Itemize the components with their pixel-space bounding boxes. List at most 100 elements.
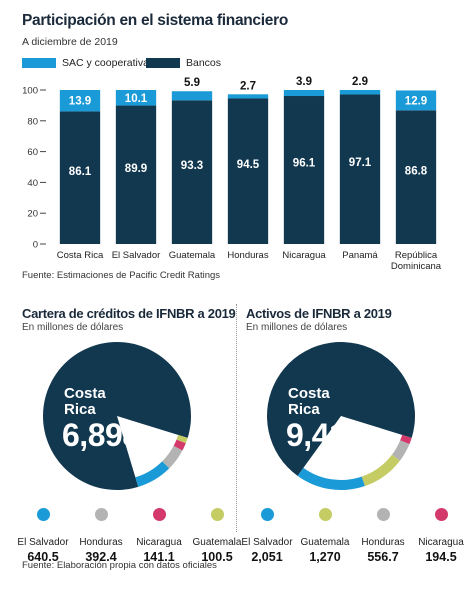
pie-legend-value-guatemala: 100.5 [201,550,233,564]
pie-legend-label-el-salvador: El Salvador [241,537,293,548]
bar-label-bancos-republica-dominicana: 86.8 [405,165,428,177]
pie-legend-value-el-salvador: 640.5 [27,550,59,564]
pie-main-name-line-1: Costa [64,385,106,402]
pie-legend-dot-el-salvador [36,508,50,521]
bar-bancos-panama [339,94,381,244]
pie-legend-label-nicaragua: Nicaragua [136,537,182,548]
bar-label-bancos-costa-rica: 86.1 [69,166,92,178]
y-tick-label-20: 20 [27,209,38,220]
bar-bancos-republica-dominicana [395,110,437,244]
pie-legend-label-honduras: Honduras [79,537,123,548]
pie-slice-honduras [391,440,410,461]
pie-legend-value-honduras: 556.7 [367,550,399,564]
bar-label-sac-guatemala: 5.9 [184,77,200,89]
pie-slice-guatemala [176,434,188,444]
pie-legend-dot-guatemala [210,508,224,521]
pie-slice-guatemala [361,454,400,487]
bar-label-bancos-panama: 97.1 [349,157,372,169]
credit-portfolio-title: Cartera de créditos de IFNBR a 2019 [22,306,236,321]
bar-label-sac-costa-rica: 13.9 [69,96,91,108]
pie-legend-value-el-salvador: 2,051 [251,550,283,564]
pie-legend-dot-honduras [94,508,108,521]
bar-bancos-guatemala [171,100,213,245]
x-category-label-guatemala: Guatemala [169,250,216,261]
y-tick-label-0: 0 [33,240,38,251]
section-divider [236,304,237,532]
pie-legend-label-el-salvador: El Salvador [17,537,69,548]
y-tick-label-80: 80 [27,116,38,127]
pie-legend-dot-honduras [376,508,390,521]
bar-chart-source: Fuente: Estimaciones de Pacific Credit R… [22,270,221,281]
bar-label-sac-honduras: 2.7 [240,80,256,92]
bar-sac-guatemala [171,91,213,101]
pie-legend-value-nicaragua: 194.5 [425,550,457,564]
bar-label-sac-nicaragua: 3.9 [296,76,312,88]
x-category-label-panama: Panamá [342,250,378,261]
pie-legend-dot-nicaragua [152,508,166,521]
legend-bancos: Bancos [146,57,221,69]
bar-label-bancos-nicaragua: 96.1 [293,158,316,170]
pie-main-value: 6,898 [62,417,140,453]
assets-subtitle: En millones de dólares [246,322,348,333]
pie-legend-item-el-salvador: El Salvador 640.5 [14,508,72,564]
pie-main-value: 9,410 [286,417,364,453]
legend-sac-swatch [22,58,56,68]
legend-sac: SAC y cooperativas [22,57,154,69]
pie-slice-costa-rica [43,342,192,490]
bar-sac-costa-rica [59,90,101,112]
bar-bancos-honduras [227,98,269,244]
x-category-label-costa-rica: Costa Rica [57,250,104,261]
bar-label-sac-republica-dominicana: 12.9 [405,95,427,107]
pie-legend-item-nicaragua: Nicaragua 194.5 [412,508,470,564]
credit-portfolio-legend: El Salvador 640.5 Honduras 392.4 Nicaragua 14… [14,508,246,564]
bar-bancos-nicaragua [283,96,325,244]
y-tick-label-40: 40 [27,178,38,189]
legend-sac-label: SAC y cooperativas [62,57,155,69]
pie-slice-nicaragua [173,439,186,451]
pie-legend-item-guatemala: Guatemala 100.5 [188,508,246,564]
bar-label-sac-el-salvador: 10.1 [125,93,148,105]
pie-legend-item-guatemala: Guatemala 1,270 [296,508,354,564]
x-category-label-el-salvador: El Salvador [112,250,161,261]
pie-main-name-line-2: Rica [64,401,96,418]
bar-bancos-costa-rica [59,111,101,244]
bar-label-sac-panama: 2.9 [352,76,368,88]
pie-main-name-line-2: Rica [288,401,320,418]
credit-portfolio-subtitle: En millones de dólares [22,322,124,333]
bar-sac-el-salvador [115,90,157,106]
pie-slice-nicaragua [400,434,412,445]
pie-slice-costa-rica [267,342,415,476]
pie-legend-dot-nicaragua [434,508,448,521]
pie-main-name-line-1: Costa [288,385,330,402]
assets-legend: El Salvador 2,051 Guatemala 1,270 Honduras 55… [238,508,470,564]
bar-sac-honduras [227,94,269,99]
x-category-label-republica-dominicana-2: Dominicana [391,261,442,272]
x-category-label-honduras: Honduras [227,250,268,261]
x-category-label-republica-dominicana-1: República [395,250,438,261]
pie-legend-value-guatemala: 1,270 [309,550,341,564]
footer-source: Fuente: Elaboración propia con datos ofi… [22,560,217,571]
y-tick-label-100: 100 [22,86,38,97]
bar-label-bancos-honduras: 94.5 [237,159,260,171]
x-category-label-nicaragua: Nicaragua [282,250,326,261]
bar-label-bancos-guatemala: 93.3 [181,160,203,172]
assets-title: Activos de IFNBR a 2019 [246,306,392,321]
pie-legend-item-honduras: Honduras 556.7 [354,508,412,564]
pie-legend-label-honduras: Honduras [361,537,405,548]
legend-bancos-label: Bancos [186,57,222,69]
page-subtitle: A diciembre de 2019 [22,36,118,48]
bar-sac-panama [339,90,381,95]
stacked-bar-chart: 0 20 40 60 80 100 86.1 13.9 Costa Rica 89.9 10.1 El… [22,76,442,272]
pie-legend-value-nicaragua: 141.1 [143,550,175,564]
pie-legend-label-guatemala: Guatemala [300,537,350,548]
pie-legend-dot-guatemala [318,508,332,521]
bar-bancos-el-salvador [115,105,157,244]
legend-bancos-swatch [146,58,180,68]
pie-slice-el-salvador [135,461,170,487]
pie-legend-item-nicaragua: Nicaragua 141.1 [130,508,188,564]
bar-sac-republica-dominicana [395,90,437,111]
pie-legend-label-guatemala: Guatemala [192,537,242,548]
pie-legend-item-el-salvador: El Salvador 2,051 [238,508,296,564]
pie-slice-honduras [162,445,183,469]
